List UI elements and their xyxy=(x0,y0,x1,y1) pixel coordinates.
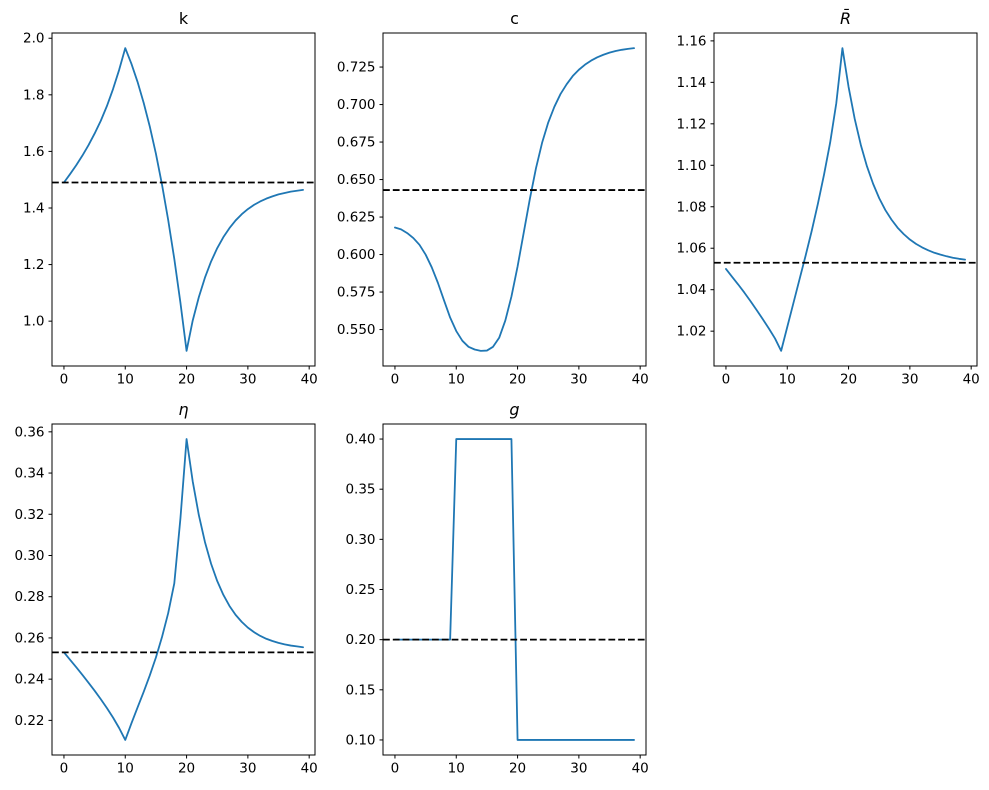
x-tick-label: 10 xyxy=(117,761,134,777)
x-tick-label: 10 xyxy=(448,761,465,777)
subplot-title: k xyxy=(179,9,189,28)
y-tick-label: 1.10 xyxy=(676,158,706,174)
y-tick-label: 0.15 xyxy=(345,682,375,698)
subplot-title: η xyxy=(178,400,188,419)
y-tick-label: 0.26 xyxy=(14,630,44,646)
x-tick-label: 10 xyxy=(117,372,134,388)
y-tick-label: 0.600 xyxy=(337,247,376,263)
x-tick-label: 0 xyxy=(60,761,69,777)
x-tick-label: 20 xyxy=(178,372,195,388)
x-tick-label: 0 xyxy=(391,372,400,388)
subplot-title: R̄ xyxy=(840,9,851,28)
x-tick-label: 30 xyxy=(570,372,587,388)
x-tick-label: 40 xyxy=(632,372,649,388)
y-tick-label: 1.16 xyxy=(676,33,706,49)
y-tick-label: 0.34 xyxy=(14,466,44,482)
y-tick-label: 0.22 xyxy=(14,713,44,729)
y-tick-label: 1.04 xyxy=(676,282,706,298)
x-tick-label: 20 xyxy=(840,372,857,388)
axes-frame xyxy=(382,32,647,367)
x-tick-label: 30 xyxy=(239,761,256,777)
subplot-title: c xyxy=(510,9,519,28)
y-tick-label: 1.8 xyxy=(23,87,44,103)
x-tick-label: 30 xyxy=(570,761,587,777)
axes-frame xyxy=(51,32,316,367)
y-tick-label: 0.650 xyxy=(337,172,376,188)
y-tick-label: 1.12 xyxy=(676,116,706,132)
y-tick-label: 0.25 xyxy=(345,582,375,598)
axes-frame xyxy=(382,423,647,756)
x-tick-label: 0 xyxy=(60,372,69,388)
x-tick-label: 40 xyxy=(632,761,649,777)
x-tick-label: 10 xyxy=(779,372,796,388)
y-tick-label: 0.20 xyxy=(345,632,375,648)
x-tick-label: 20 xyxy=(509,372,526,388)
y-tick-label: 1.14 xyxy=(676,75,706,91)
subplot-4: η 0 10 20 30 40 0.22 0.24 0.26 0.28 0.30 0.32 0.34 0.… xyxy=(14,400,317,777)
x-tick-label: 0 xyxy=(722,372,731,388)
x-tick-label: 30 xyxy=(901,372,918,388)
y-tick-label: 0.30 xyxy=(14,548,44,564)
y-tick-label: 0.30 xyxy=(345,532,375,548)
y-tick-label: 0.675 xyxy=(337,135,376,151)
y-tick-label: 0.700 xyxy=(337,97,376,113)
x-tick-label: 20 xyxy=(509,761,526,777)
axes-frame xyxy=(713,32,978,367)
y-tick-label: 0.35 xyxy=(345,482,375,498)
x-tick-label: 40 xyxy=(301,372,318,388)
x-tick-label: 0 xyxy=(391,761,400,777)
series-line xyxy=(394,438,635,741)
y-tick-label: 1.6 xyxy=(23,144,44,160)
y-tick-label: 0.10 xyxy=(345,732,375,748)
subplot-2: c 0 10 20 30 40 0.550 0.575 0.600 0.625 0.650 0.675… xyxy=(337,9,649,388)
y-tick-label: 0.24 xyxy=(14,672,44,688)
x-tick-label: 30 xyxy=(239,372,256,388)
y-tick-label: 1.4 xyxy=(23,200,44,216)
subplot-1: k 0 10 20 30 40 1.0 1.2 1.4 1.6 1.8 2.0 xyxy=(23,9,318,388)
y-tick-label: 0.32 xyxy=(14,507,44,523)
y-tick-label: 0.36 xyxy=(14,424,44,440)
series-line xyxy=(63,438,304,741)
y-tick-label: 2.0 xyxy=(23,31,44,47)
y-tick-label: 1.06 xyxy=(676,241,706,257)
y-tick-label: 1.02 xyxy=(676,324,706,340)
series-line xyxy=(394,47,635,352)
y-tick-label: 0.40 xyxy=(345,432,375,448)
y-tick-label: 0.625 xyxy=(337,210,376,226)
subplot-title: g xyxy=(509,400,519,419)
y-tick-label: 0.550 xyxy=(337,322,376,338)
axes-frame xyxy=(51,423,316,756)
y-tick-label: 1.08 xyxy=(676,199,706,215)
y-tick-label: 0.575 xyxy=(337,285,376,301)
y-tick-label: 0.725 xyxy=(337,60,376,76)
x-tick-label: 20 xyxy=(178,761,195,777)
x-tick-label: 40 xyxy=(301,761,318,777)
x-tick-label: 40 xyxy=(963,372,980,388)
y-tick-label: 1.2 xyxy=(23,257,44,273)
series-line xyxy=(63,47,304,352)
x-tick-label: 10 xyxy=(448,372,465,388)
y-tick-label: 0.28 xyxy=(14,589,44,605)
subplot-5: g 0 10 20 30 40 0.10 0.15 0.20 0.25 0.30 0.35 0.40 xyxy=(345,400,648,777)
subplot-3: R̄ 0 10 20 30 40 1.02 1.04 1.06 1.08 1.10 1.12 1.14 1… xyxy=(676,9,979,388)
series-line xyxy=(725,47,966,352)
y-tick-label: 1.0 xyxy=(23,314,44,330)
